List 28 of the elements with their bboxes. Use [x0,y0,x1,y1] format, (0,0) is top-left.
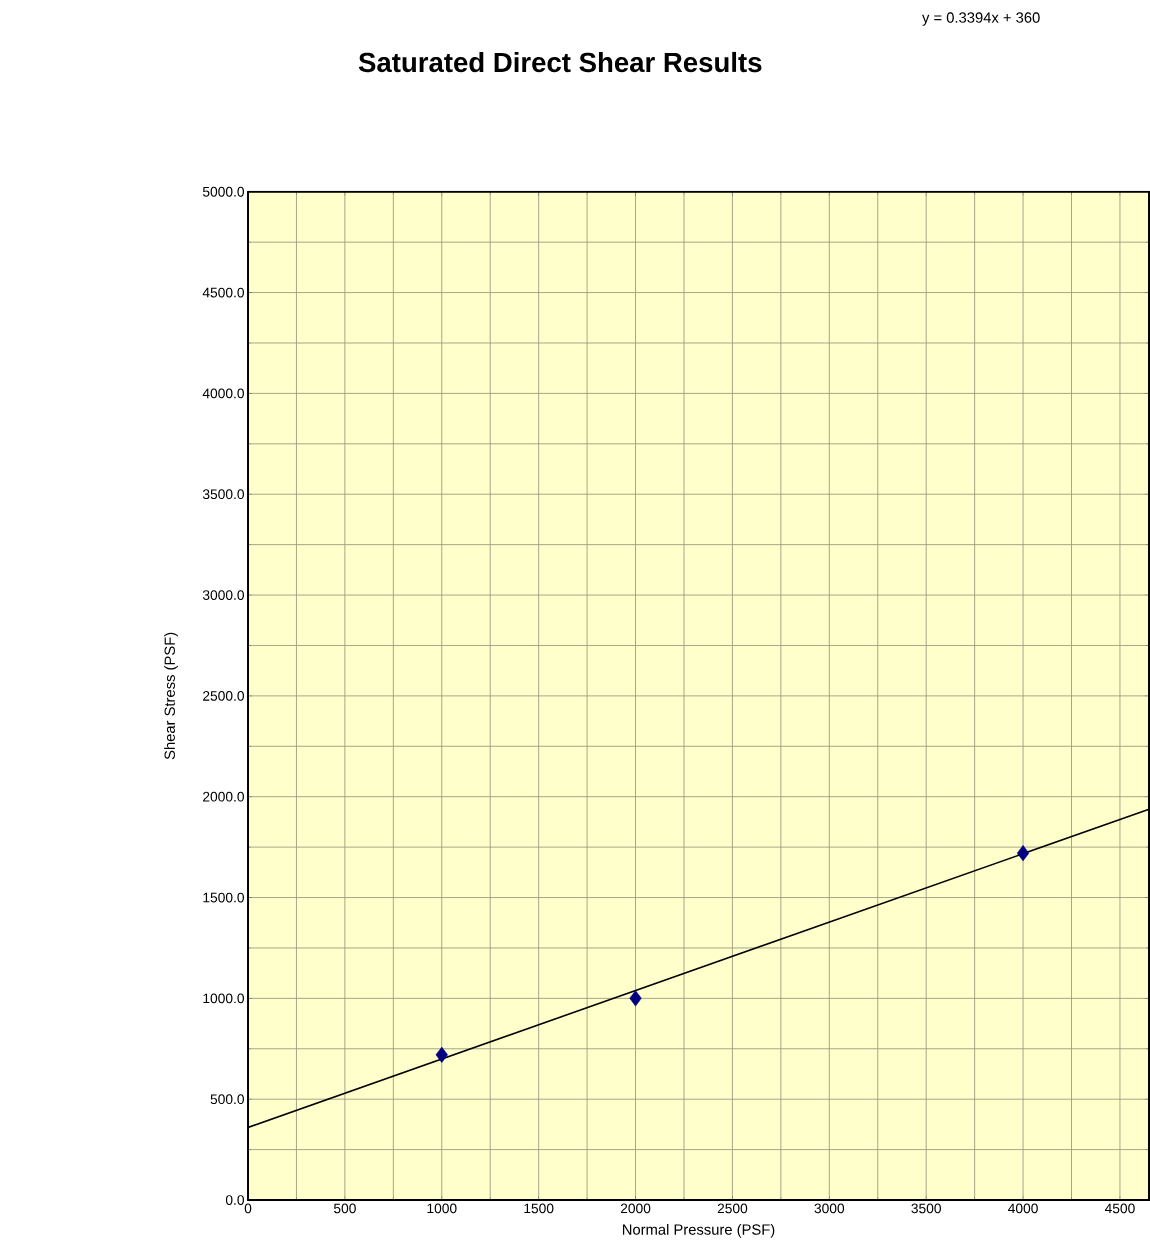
y-tick-label: 0.0 [225,1195,244,1205]
point [629,990,642,1007]
y-tick-label: 4500.0 [202,287,244,298]
y-tick-label: 1000.0 [203,993,244,1004]
y-tick-label: 5000.0 [202,186,244,197]
x-tick-label: 3500 [911,1203,941,1214]
x-tick-label: 4500 [1104,1203,1135,1214]
y-tick-label: 1500.0 [203,892,244,903]
x-tick-label: 0 [244,1203,252,1214]
x-tick-label: 2500 [717,1203,748,1214]
y-tick-label: 500.0 [210,1094,244,1105]
point [1016,845,1030,862]
x-tick-label: 3000 [814,1203,845,1214]
x-tick-label: 500 [333,1203,356,1214]
y-tick-label: 3500.0 [202,489,244,500]
x-tick-label: 4000 [1008,1203,1038,1214]
chart-title: Saturated Direct Shear Results [358,51,762,73]
text: y = 0.3394x + 360 [922,12,1040,26]
y-tick-label: 2500.0 [203,690,244,701]
x-tick-label: 1000 [427,1203,457,1214]
x-tick-label: 2000 [620,1203,651,1214]
y-tick-label: 3000.0 [202,590,244,600]
y-tick-label: 2000.0 [203,791,244,802]
y-tick-label: 4000.0 [202,388,244,399]
x-tick-label: 1500 [524,1203,554,1214]
x-axis-title: Normal Pressure (PSF) [622,1223,775,1238]
y-axis-title: Shear Stress (PSF) [164,632,178,760]
point [435,1046,448,1063]
